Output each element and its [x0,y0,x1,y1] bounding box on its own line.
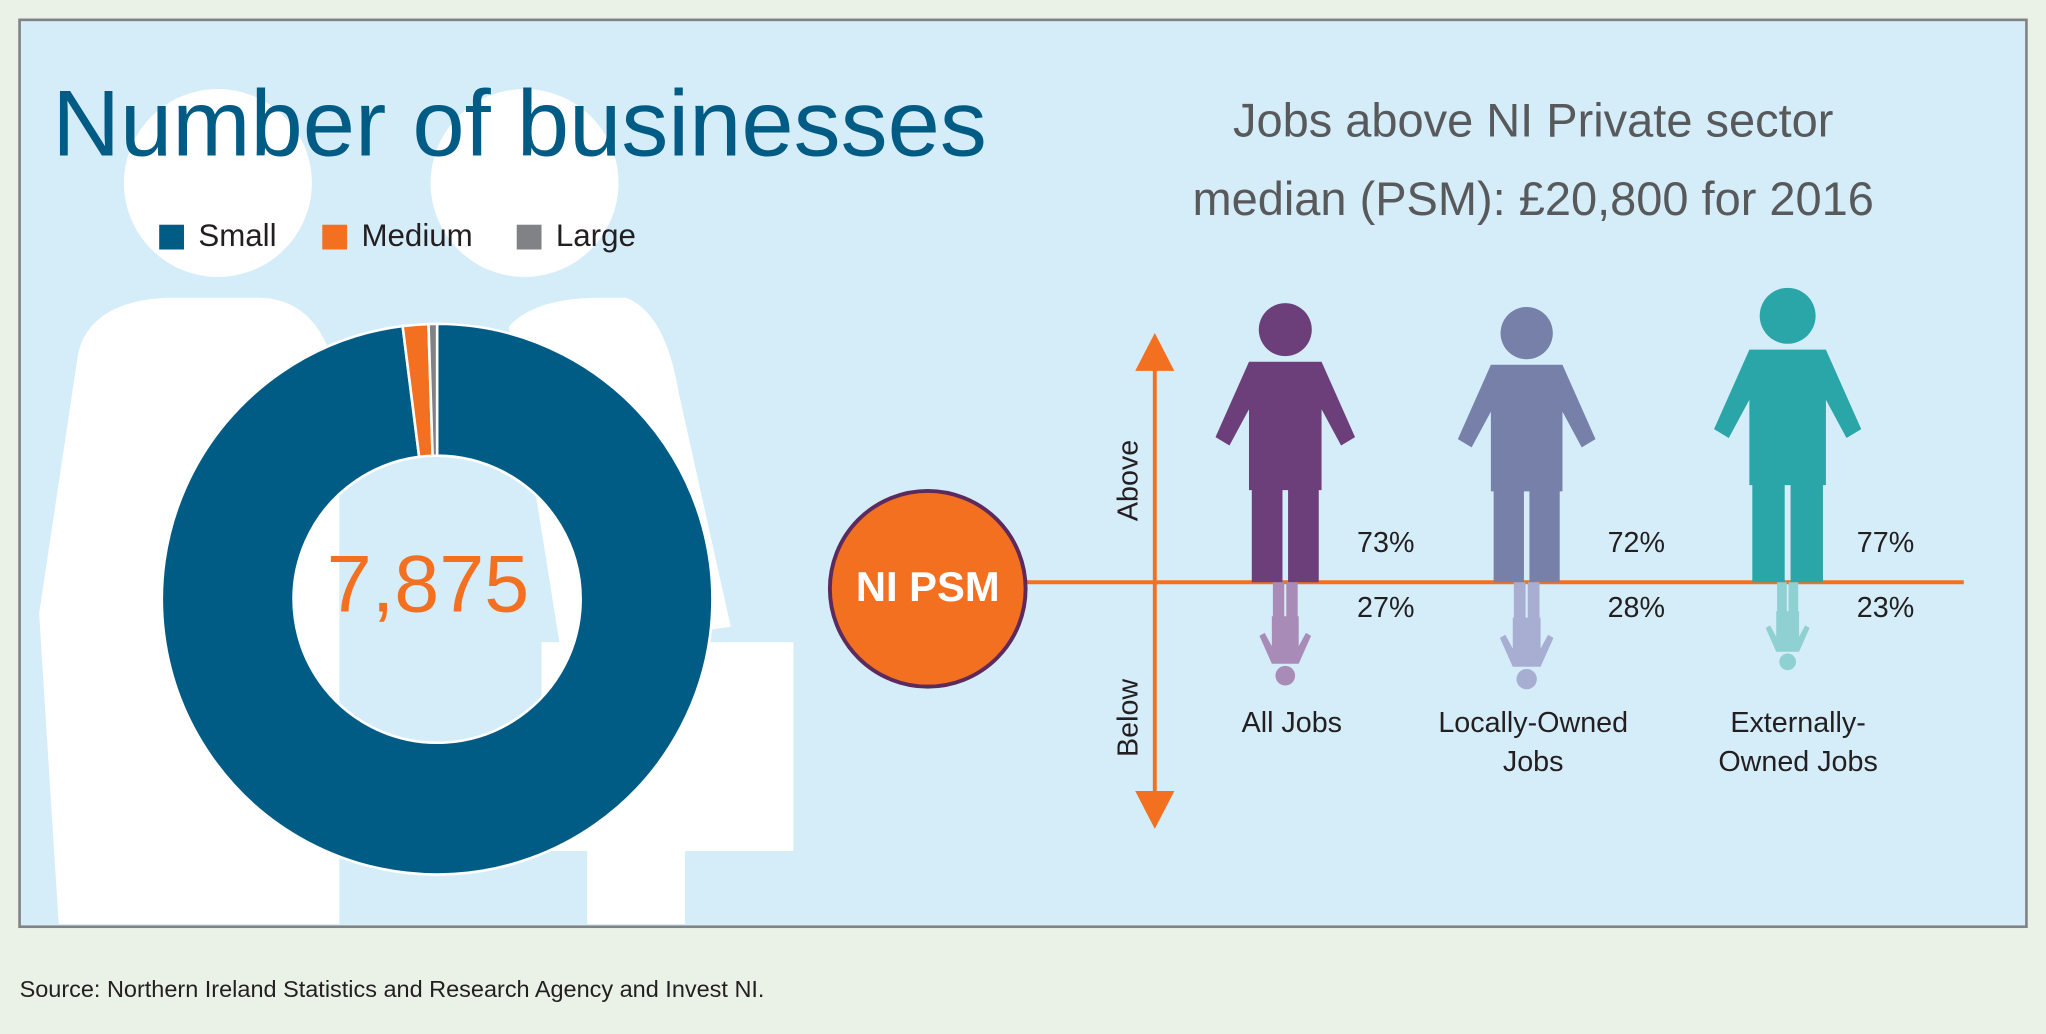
donut-center-label: 7,875 [327,539,529,629]
category-label: Owned Jobs [1718,746,1877,778]
donut-title: Number of businesses [52,71,987,176]
category-label: Jobs [1503,746,1564,778]
value-label: 73% [1357,527,1414,559]
value-label: 28% [1608,592,1665,624]
silhouette-head [430,89,619,277]
axis-arrow [1135,333,1175,371]
silhouette-box [587,851,686,925]
category-label: Externally- [1730,707,1866,739]
value-label: 77% [1857,527,1914,559]
value-label: 72% [1608,527,1665,559]
category-label: All Jobs [1242,707,1342,739]
value-label: 23% [1857,592,1914,624]
jobs-title: Jobs above NI Private sector [1233,94,1833,147]
person-figure [1215,303,1356,583]
legend-label: Large [556,218,636,253]
axis-arrow [1135,791,1175,829]
reference-label: NI PSM [856,563,1000,610]
person-figure [1457,306,1596,583]
donut-slice [160,322,714,876]
person-figure [1765,582,1810,671]
person-figure [1714,287,1862,583]
category-label: Locally-Owned [1438,707,1628,739]
jobs-title: median (PSM): £20,800 for 2016 [1192,172,1873,225]
axis-label: Above [1113,440,1145,521]
legend-label: Medium [361,218,472,253]
axis-label: Below [1113,679,1145,757]
donut-slice [427,322,439,458]
legend-swatch [322,224,348,250]
legend-label: Small [198,218,276,253]
reference-circle [827,488,1028,689]
source: Source: Northern Ireland Statistics and … [20,976,765,1002]
value-label: 27% [1357,592,1414,624]
person-figure [1259,582,1312,686]
legend-swatch [516,224,542,250]
legend-swatch [159,224,184,250]
person-figure [1499,582,1554,690]
